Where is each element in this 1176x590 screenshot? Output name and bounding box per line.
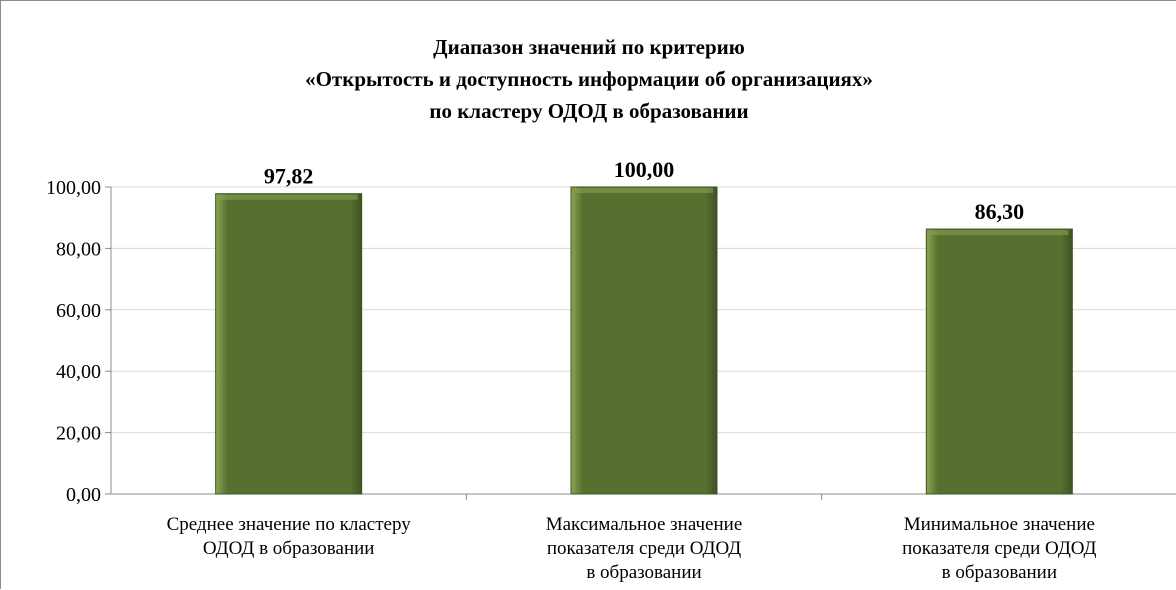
data-label: 97,82 (264, 164, 314, 189)
bar-highlight (219, 194, 358, 200)
x-category-label: Максимальное значение (546, 514, 743, 535)
labels: 97,82 Среднее значение по кластеру ОДОД в … (167, 157, 1097, 583)
x-category-label: Минимальное значение (904, 514, 1095, 535)
y-tick-label: 20,00 (56, 423, 101, 445)
x-category-label: ОДОД в образовании (203, 538, 375, 559)
y-tick-label: 0,00 (66, 484, 101, 506)
y-tick-label: 100,00 (46, 177, 101, 199)
data-label: 100,00 (614, 157, 675, 182)
bars (215, 186, 1073, 495)
x-category-label: в образовании (942, 562, 1057, 583)
x-category-label: в образовании (586, 562, 701, 583)
bar-highlight (930, 230, 1069, 236)
x-category-label: Среднее значение по кластеру (167, 514, 412, 535)
y-tick-label: 80,00 (56, 238, 101, 260)
chart-title: Диапазон значений по критерию «Открытость… (305, 35, 873, 123)
y-tick-label: 40,00 (56, 361, 101, 383)
x-category-label: показателя среди ОДОД (547, 538, 741, 559)
bar (215, 193, 363, 495)
bar-highlight (575, 188, 713, 193)
bar (925, 228, 1073, 495)
y-tick-label: 60,00 (56, 300, 101, 322)
data-label: 86,30 (975, 199, 1025, 224)
chart-title-line: Диапазон значений по критерию (433, 35, 745, 59)
x-category-label: показателя среди ОДОД (902, 538, 1096, 559)
chart-title-line: «Открытость и доступность информации об … (305, 67, 873, 91)
chart-title-line: по кластеру ОДОД в образовании (429, 99, 748, 123)
bar (570, 186, 718, 495)
